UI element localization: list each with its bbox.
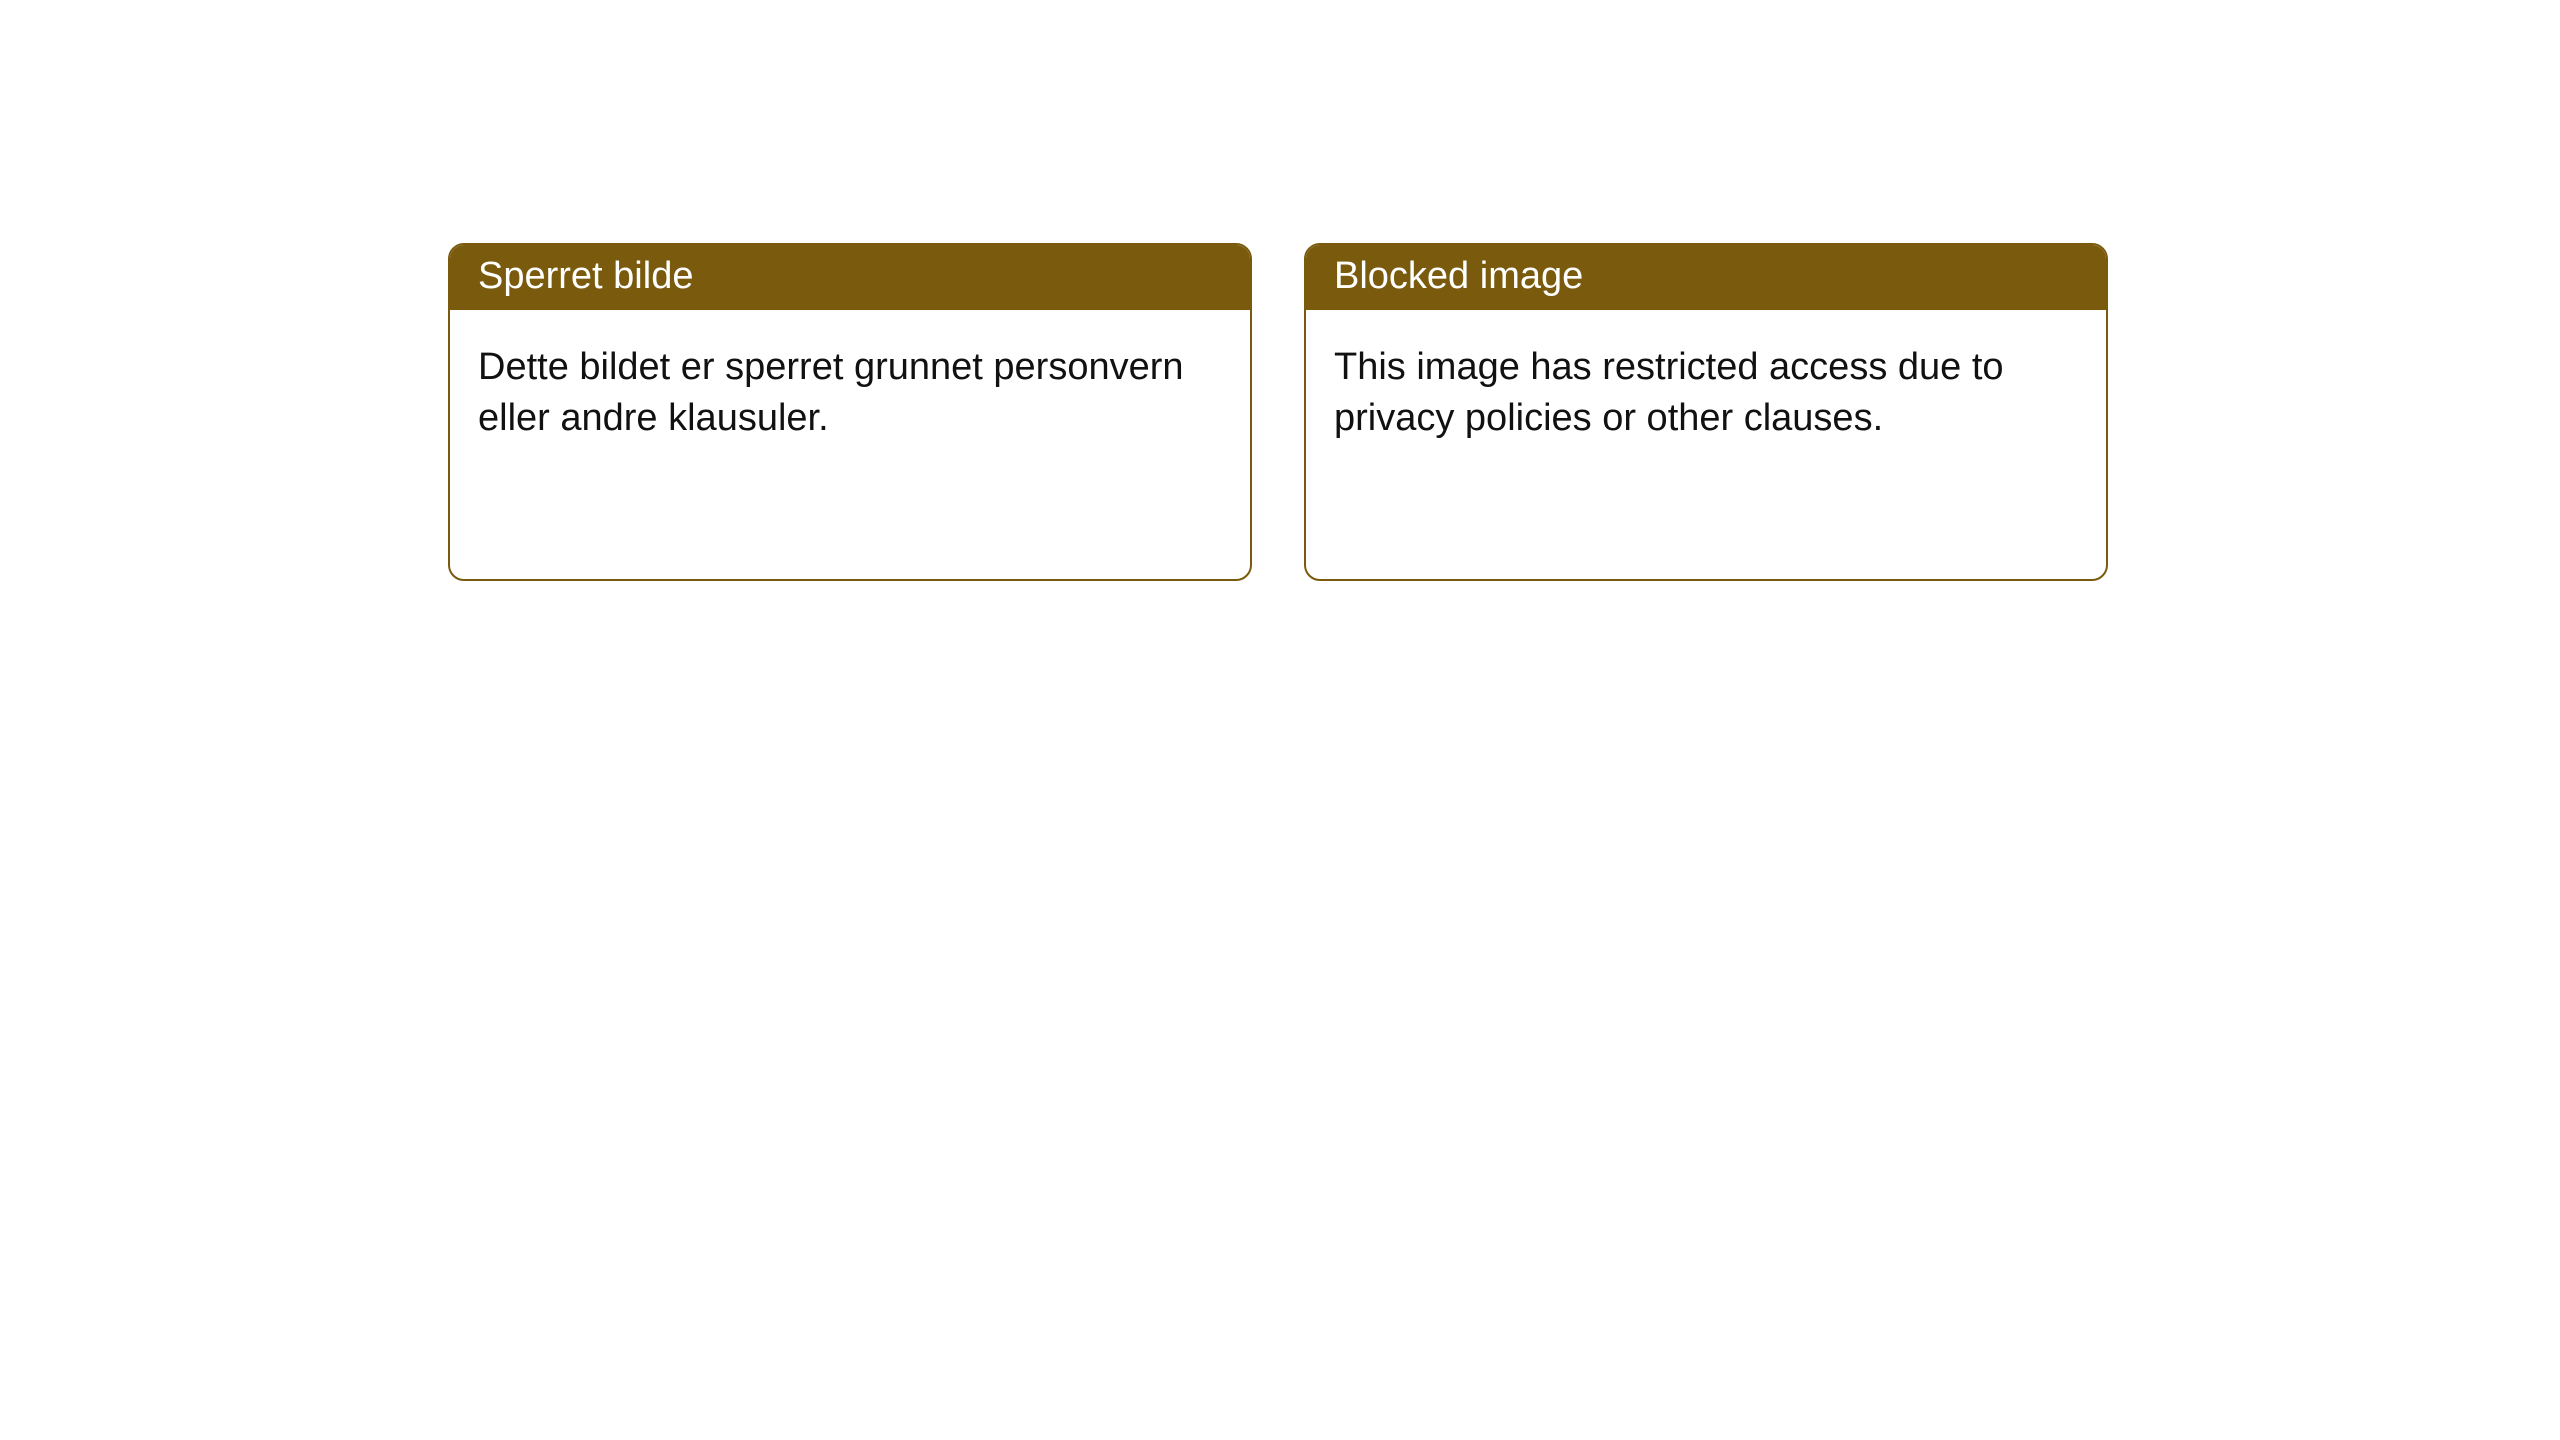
card-title-english: Blocked image — [1306, 245, 2106, 310]
card-title-norwegian: Sperret bilde — [450, 245, 1250, 310]
notice-card-english: Blocked image This image has restricted … — [1304, 243, 2108, 581]
notice-card-norwegian: Sperret bilde Dette bildet er sperret gr… — [448, 243, 1252, 581]
card-body-norwegian: Dette bildet er sperret grunnet personve… — [450, 310, 1250, 477]
notice-container: Sperret bilde Dette bildet er sperret gr… — [0, 0, 2560, 581]
card-body-english: This image has restricted access due to … — [1306, 310, 2106, 477]
